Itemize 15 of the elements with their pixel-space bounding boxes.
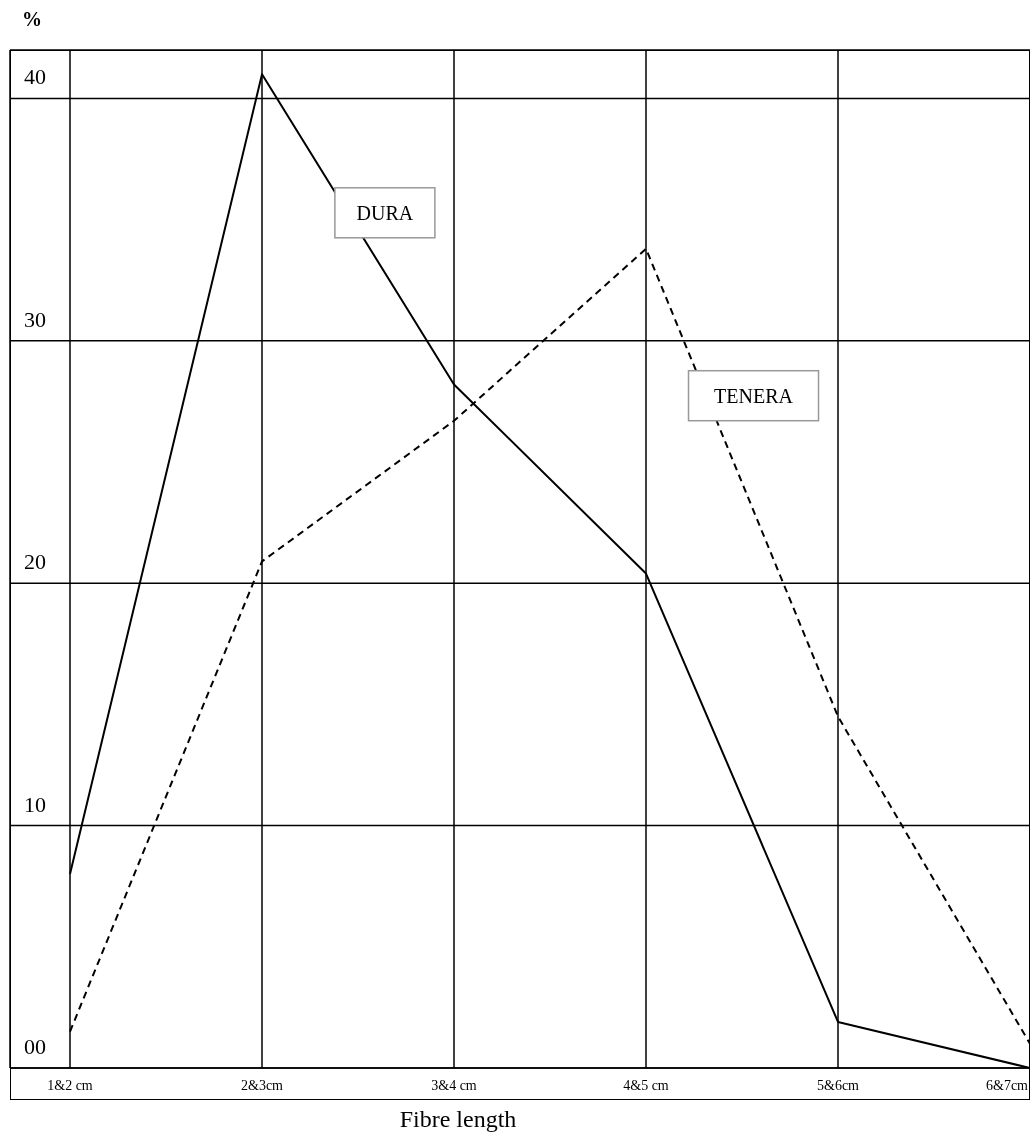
x-tick-label: 2&3cm — [241, 1078, 284, 1093]
y-tick-label: 00 — [24, 1034, 46, 1059]
y-tick-label: 20 — [24, 549, 46, 575]
y-tick-label: 30 — [24, 306, 46, 332]
x-tick-label: 1&2 cm — [47, 1078, 93, 1093]
x-tick-label: 5&6cm — [817, 1078, 860, 1093]
series-label: TENERA — [714, 384, 794, 407]
x-tick-label: 3&4 cm — [431, 1078, 477, 1093]
x-axis-title: Fibre length — [398, 1106, 518, 1133]
x-tick-label: 4&5 cm — [623, 1078, 669, 1093]
series-label: DURA — [356, 201, 414, 224]
x-tick-label: 6&7cm — [986, 1078, 1029, 1093]
y-tick-label: 40 — [24, 64, 46, 90]
y-axis-title: % — [22, 8, 42, 31]
y-tick-label: 10 — [24, 791, 46, 817]
